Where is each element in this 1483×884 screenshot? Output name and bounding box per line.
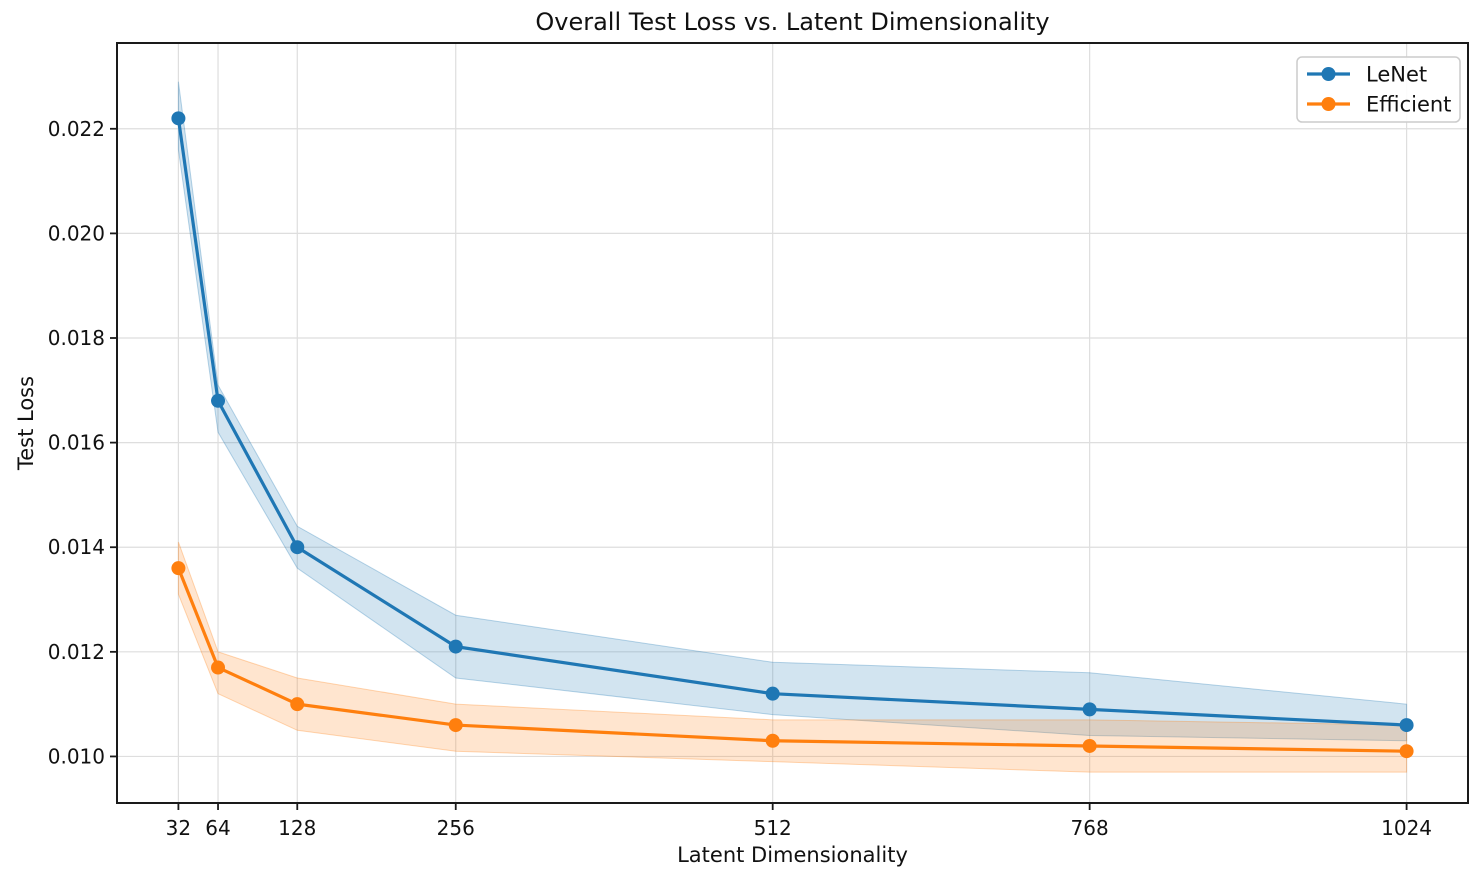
x-tick-label: 256 <box>437 816 475 840</box>
data-point-efficient <box>448 718 463 733</box>
legend-label: Efficient <box>1366 93 1451 117</box>
grid <box>117 43 1468 803</box>
y-tick-label: 0.014 <box>48 535 105 559</box>
legend-marker <box>1321 97 1336 111</box>
data-point-efficient <box>211 660 226 675</box>
data-point-efficient <box>1082 738 1097 753</box>
data-point-efficient <box>1399 744 1414 759</box>
y-tick-label: 0.022 <box>48 117 105 141</box>
legend-entry-lenet: LeNet <box>1307 63 1427 87</box>
y-tick-label: 0.016 <box>48 431 105 455</box>
axes-spines <box>116 42 1469 804</box>
confidence-band-lenet <box>177 81 1408 742</box>
y-tick-label: 0.010 <box>48 744 105 768</box>
x-tick-label: 1024 <box>1381 816 1432 840</box>
y-axis-label: Test Loss <box>14 376 38 471</box>
legend-marker <box>1321 67 1336 81</box>
x-tick-label: 64 <box>205 816 230 840</box>
data-point-lenet <box>171 111 186 126</box>
x-tick-label: 128 <box>278 816 316 840</box>
data-point-efficient <box>765 733 780 748</box>
y-tick-label: 0.020 <box>48 221 105 245</box>
axis-ticks: 32 64 128 256 512 768 1024 0.010 0.012 0.014 0.016… <box>48 117 1432 840</box>
data-point-efficient <box>290 697 305 712</box>
data-point-lenet <box>765 686 780 701</box>
x-tick-label: 32 <box>166 816 191 840</box>
confidence-band-efficient <box>177 541 1408 773</box>
x-tick-label: 768 <box>1071 816 1109 840</box>
legend: LeNet Efficient <box>1296 56 1461 123</box>
chart-title: Overall Test Loss vs. Latent Dimensional… <box>535 8 1049 36</box>
data-point-lenet <box>1399 718 1414 733</box>
y-tick-label: 0.018 <box>48 326 105 350</box>
legend-label: LeNet <box>1366 63 1427 87</box>
data-point-lenet <box>1082 702 1097 717</box>
data-point-lenet <box>448 639 463 654</box>
y-tick-label: 0.012 <box>48 640 105 664</box>
legend-entry-efficient: Efficient <box>1307 93 1451 117</box>
x-tick-label: 512 <box>754 816 792 840</box>
data-point-lenet <box>211 393 226 408</box>
data-point-lenet <box>290 540 305 555</box>
x-axis-label: Latent Dimensionality <box>677 843 908 867</box>
data-point-efficient <box>171 561 186 576</box>
